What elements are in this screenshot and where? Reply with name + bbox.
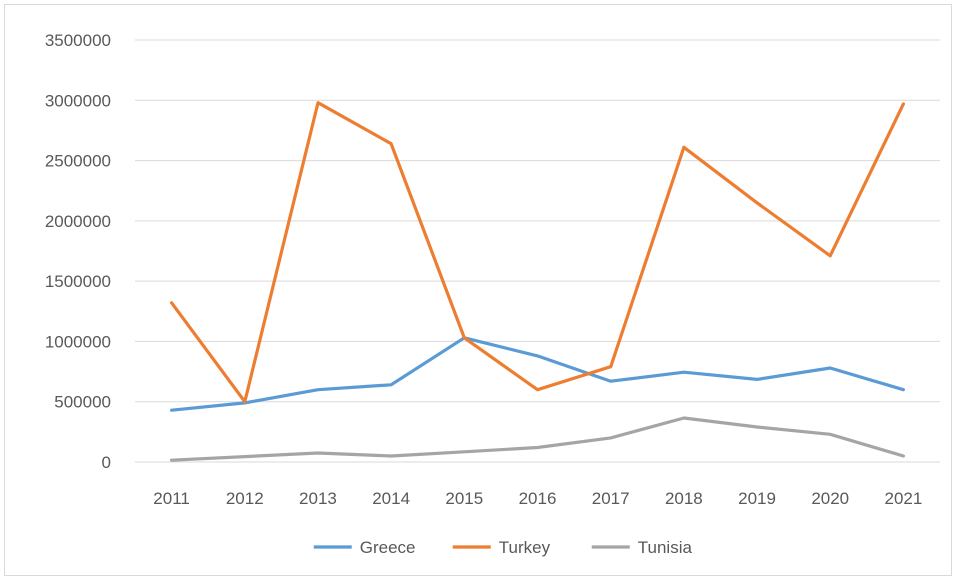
y-tick-labels: 0 500000 1000000 1500000 2000000 2500000 30000… (45, 31, 111, 472)
legend: Greece Turkey Tunisia (313, 538, 693, 557)
y-tick-label: 1500000 (45, 272, 111, 291)
legend-label-turkey: Turkey (499, 538, 551, 557)
y-tick-label: 3000000 (45, 91, 111, 110)
x-tick-label: 2013 (299, 489, 337, 508)
y-tick-label: 1000000 (45, 332, 111, 351)
x-tick-label: 2018 (665, 489, 703, 508)
x-tick-label: 2017 (592, 489, 630, 508)
x-tick-label: 2011 (153, 489, 190, 508)
gridlines (135, 39, 940, 403)
y-tick-label: 2500000 (45, 152, 111, 171)
chart-frame (4, 4, 952, 576)
x-tick-labels: 2011 2012 2013 2014 2015 2016 2017 2018 2019 2020… (153, 489, 922, 508)
y-tick-label: 3500000 (45, 31, 111, 50)
series-lines (170, 101, 906, 462)
x-tick-label: 2012 (226, 489, 264, 508)
series-line-tunisia (170, 416, 906, 462)
series-line-turkey (170, 101, 906, 404)
y-tick-label: 0 (102, 453, 111, 472)
y-tick-label: 500000 (54, 393, 111, 412)
y-tick-label: 2000000 (45, 212, 111, 231)
x-tick-label: 2019 (738, 489, 776, 508)
legend-label-greece: Greece (360, 538, 416, 557)
x-tick-label: 2015 (445, 489, 483, 508)
x-tick-label: 2016 (519, 489, 557, 508)
x-tick-label: 2020 (811, 489, 849, 508)
x-tick-label: 2014 (372, 489, 410, 508)
series-line-greece (170, 336, 906, 412)
x-tick-label: 2021 (884, 489, 922, 508)
legend-label-tunisia: Tunisia (638, 538, 693, 557)
